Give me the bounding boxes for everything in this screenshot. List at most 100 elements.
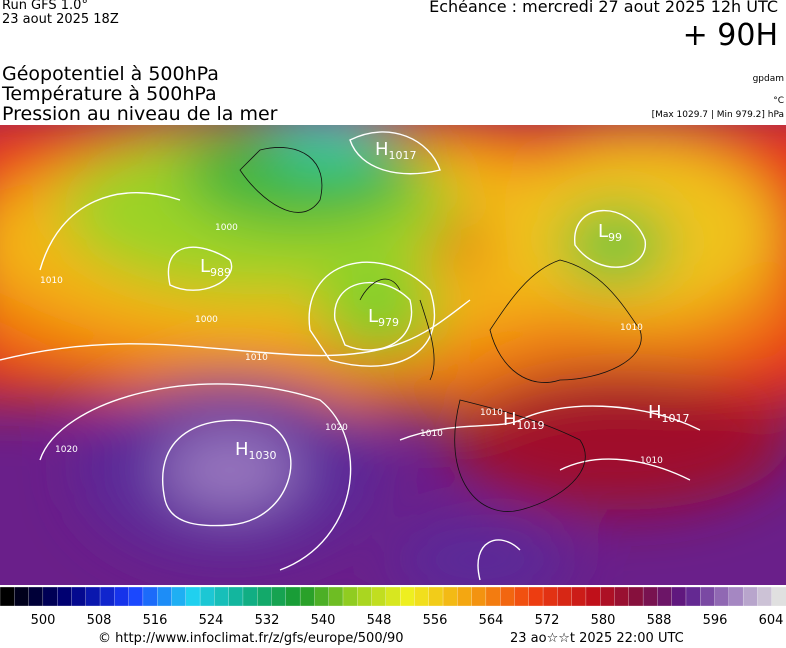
run: Run GFS 1.0° — [2, 0, 88, 13]
unit: [Max 1029.7 | Min 979.2] hPa — [651, 110, 784, 120]
pressure-center: H1030 — [235, 439, 277, 462]
forecast: Echéance : mercredi 27 aout 2025 12h UTC — [429, 0, 778, 16]
colorbar-cell — [571, 586, 587, 607]
colorbar-label: 588 — [647, 613, 672, 628]
colorbar-label: 604 — [759, 613, 784, 628]
colorbar-cell — [242, 586, 258, 607]
colorbar-cell — [328, 586, 344, 607]
colorbar-cell — [228, 586, 244, 607]
isobar-label: 1020 — [325, 423, 348, 433]
colorbar-cell — [414, 586, 430, 607]
center-kind: H — [375, 139, 389, 160]
center-value: 1017 — [389, 149, 417, 162]
center-kind: H — [503, 409, 517, 430]
field-title: Température à 500hPa — [2, 83, 217, 105]
colorbar-cell — [614, 586, 630, 607]
coastlines — [239, 147, 642, 512]
colorbar-cell — [0, 586, 15, 607]
colorbar-label: 548 — [367, 613, 392, 628]
created: 23 ao☆☆t 2025 22:00 UTC — [510, 631, 684, 646]
colorbar-label: 596 — [703, 613, 728, 628]
colorbar-cell — [299, 586, 316, 607]
colorbar-cell — [671, 586, 687, 607]
colorbar-cell — [742, 586, 759, 607]
colorbar-cell — [14, 586, 30, 607]
colorbar-cell — [28, 586, 44, 607]
colorbar-cell — [500, 586, 516, 607]
colorbar-cell — [528, 586, 544, 607]
center-value: 1030 — [249, 449, 277, 462]
colorbar-cell — [514, 586, 530, 607]
pressure-center: H1019 — [503, 409, 545, 432]
pressure-center: L979 — [368, 306, 399, 329]
center-kind: L — [200, 256, 210, 277]
center-value: 1017 — [662, 412, 690, 425]
colorbar-cell — [71, 586, 87, 607]
pressure-center: H1017 — [375, 139, 417, 162]
colorbar-cell — [171, 586, 187, 607]
center-value: 99 — [608, 231, 622, 244]
pressure-center: L989 — [200, 256, 231, 279]
colorbar-cell — [214, 586, 230, 607]
colorbar-cell — [57, 586, 73, 607]
isobar-label: 1010 — [620, 323, 643, 333]
isobar-label: 1010 — [480, 408, 503, 418]
center-value: 1019 — [517, 419, 545, 432]
colorbar-cell — [685, 586, 701, 607]
colorbar: 500 508 516 524 532 540 548 556 564 572 580 588 596 6… — [0, 586, 786, 628]
colorbar-cell — [114, 586, 130, 607]
center-kind: H — [235, 439, 249, 460]
colorbar-cell — [657, 586, 673, 607]
colorbar-cell — [399, 586, 416, 607]
colorbar-cell — [385, 586, 401, 607]
colorbar-cell — [371, 586, 387, 607]
unit: gpdam — [752, 74, 784, 84]
colorbar-cell — [542, 586, 558, 607]
colorbar-cell — [128, 586, 144, 607]
pressure-center: H1017 — [648, 402, 690, 425]
isobar-label: 1010 — [40, 276, 63, 286]
source: © http://www.infoclimat.fr/z/gfs/europe/… — [98, 631, 404, 646]
colorbar-cell — [285, 586, 301, 607]
colorbar-label: 532 — [255, 613, 280, 628]
field-title: Pression au niveau de la mer — [2, 103, 278, 125]
pressure-center: L99 — [598, 221, 622, 244]
colorbar-label: 508 — [87, 613, 112, 628]
field-title: Géopotentiel à 500hPa — [2, 63, 219, 85]
colorbar-cell — [471, 586, 487, 607]
colorbar-label: 500 — [31, 613, 56, 628]
colorbar-cell — [257, 586, 273, 607]
colorbar-cell — [142, 586, 158, 607]
colorbar-label: 516 — [143, 613, 168, 628]
center-kind: H — [648, 402, 662, 423]
center-kind: L — [368, 306, 378, 327]
colorbar-cell — [428, 586, 444, 607]
colorbar-cell — [314, 586, 330, 607]
isobar-label: 1010 — [420, 429, 443, 439]
run-date: 23 aout 2025 18Z — [2, 12, 119, 27]
colorbar-cell — [557, 586, 573, 607]
colorbar-label: 524 — [199, 613, 224, 628]
colorbar-cell — [357, 586, 373, 607]
colorbar-cell — [771, 586, 786, 607]
colorbar-cell — [600, 586, 616, 607]
colorbar-label: 564 — [479, 613, 504, 628]
isobar-label: 1000 — [195, 315, 218, 325]
colorbar-cell — [157, 586, 173, 607]
colorbar-cell — [642, 586, 659, 607]
colorbar-label: 540 — [311, 613, 336, 628]
isobar-label: 1020 — [55, 445, 78, 455]
isobar-label: 1010 — [640, 456, 663, 466]
center-value: 979 — [378, 316, 399, 329]
colorbar-cell — [342, 586, 358, 607]
colorbar-label: 556 — [423, 613, 448, 628]
field — [0, 125, 786, 585]
isobars — [0, 131, 701, 581]
colorbar-label: 580 — [591, 613, 616, 628]
colorbar-cell — [185, 586, 201, 607]
colorbar-label: 572 — [535, 613, 560, 628]
colorbar-cell — [757, 586, 773, 607]
isobar-label: 1000 — [215, 223, 238, 233]
